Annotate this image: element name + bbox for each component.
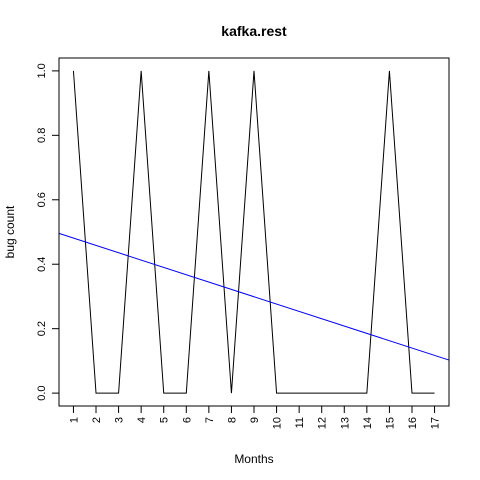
x-tick-label: 16	[407, 417, 419, 429]
x-tick-label: 9	[249, 417, 261, 423]
x-tick-label: 11	[294, 417, 306, 428]
plot-frame	[58, 57, 450, 407]
y-tick-label: 1.0	[36, 63, 48, 78]
x-tick-label: 8	[226, 417, 238, 423]
x-tick-label: 17	[430, 417, 442, 429]
x-tick-label: 14	[362, 417, 374, 429]
x-tick-label: 4	[136, 417, 148, 423]
x-tick-label: 12	[317, 417, 329, 429]
y-axis-label: bug count	[3, 205, 17, 258]
y-tick-label: 0.6	[36, 192, 48, 207]
x-tick-label: 13	[339, 417, 351, 429]
chart-title: kafka.rest	[221, 23, 287, 39]
y-tick-label: 0.2	[36, 321, 48, 336]
plot-area	[58, 70, 450, 394]
y-tick-label: 0.0	[36, 385, 48, 400]
y-tick-label: 0.8	[36, 128, 48, 143]
x-axis-label: Months	[234, 452, 273, 466]
x-axis: 1 2 3 4 5 6 7 8 9 10 11 12 13 14 15 16 17	[68, 405, 442, 429]
x-tick-label: 6	[181, 417, 193, 423]
x-tick-label: 1	[68, 417, 80, 423]
x-tick-label: 10	[272, 417, 284, 429]
x-tick-label: 7	[204, 417, 216, 423]
trend-line	[58, 232, 450, 361]
x-tick-label: 3	[114, 417, 126, 423]
x-tick-label: 2	[91, 417, 103, 423]
x-tick-label: 5	[159, 417, 171, 423]
y-tick-label: 0.4	[36, 257, 48, 272]
x-tick-label: 15	[384, 417, 396, 429]
series-line	[72, 70, 435, 394]
